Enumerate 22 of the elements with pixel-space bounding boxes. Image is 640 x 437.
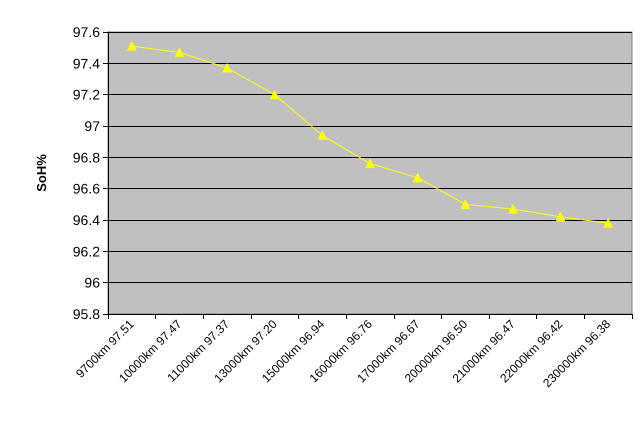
point xyxy=(127,42,136,51)
y-tick-label: 96.2 xyxy=(72,243,100,260)
point xyxy=(508,204,518,214)
y-tick-label: 97.6 xyxy=(72,24,100,40)
point xyxy=(556,212,566,222)
point xyxy=(366,159,374,168)
y-tick-label: 96 xyxy=(84,274,100,291)
point xyxy=(413,173,422,182)
y-tick-label: 96.4 xyxy=(72,212,100,228)
point xyxy=(174,48,184,57)
y-tick-label: 97 xyxy=(84,118,100,134)
y-axis-title: SoH% xyxy=(34,154,49,192)
point xyxy=(270,90,280,100)
y-tick-label: 97.4 xyxy=(72,55,100,72)
y-tick-label: 97.2 xyxy=(72,86,100,103)
point xyxy=(222,64,232,73)
point xyxy=(604,218,613,228)
y-tick-label: 96.8 xyxy=(72,149,100,166)
y-tick-label: 96.6 xyxy=(72,180,100,197)
y-tick-label: 95.8 xyxy=(72,306,100,322)
point xyxy=(318,130,327,140)
point xyxy=(460,200,470,209)
